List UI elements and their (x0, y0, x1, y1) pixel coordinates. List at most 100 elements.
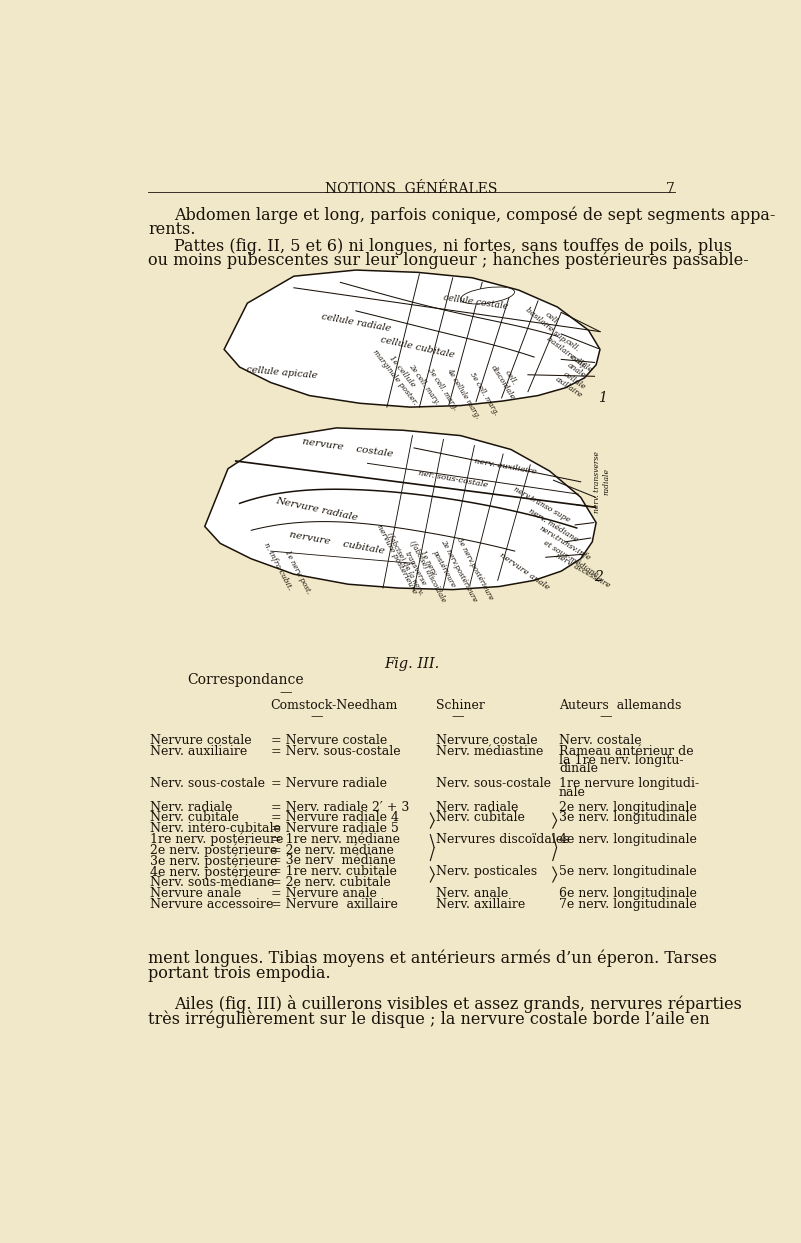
Text: Nerv. radiale: Nerv. radiale (437, 800, 519, 814)
Text: Nerv. sous-médiane: Nerv. sous-médiane (150, 876, 274, 889)
Text: 2: 2 (594, 569, 603, 583)
Text: cellule costale: cellule costale (443, 292, 509, 311)
Text: Nerv. auxiliaire: Nerv. auxiliaire (150, 745, 247, 758)
Text: 1: 1 (598, 390, 607, 405)
Text: 1e nerv. post.: 1e nerv. post. (283, 549, 312, 595)
Text: cellule
anale: cellule anale (564, 353, 594, 382)
Text: ou moins pubescentes sur leur longueur ; hanches postérieures passable-: ou moins pubescentes sur leur longueur ;… (148, 251, 749, 268)
Text: 4e nerv. postérieure: 4e nerv. postérieure (150, 865, 277, 879)
Text: nale: nale (559, 786, 586, 799)
Text: Nerv. radiale: Nerv. radiale (150, 800, 232, 814)
Text: 4e nerv. longitudinale: 4e nerv. longitudinale (559, 833, 697, 846)
Text: Nerv. intéro-cubitale: Nerv. intéro-cubitale (150, 822, 280, 835)
Text: = 2e nerv. cubitale: = 2e nerv. cubitale (271, 876, 390, 889)
Text: la 1re nerv. longitu-: la 1re nerv. longitu- (559, 753, 683, 767)
Text: Abdomen large et long, parfois conique, composé de sept segments appa-: Abdomen large et long, parfois conique, … (174, 206, 775, 225)
Text: = 1re nerv. cubitale: = 1re nerv. cubitale (271, 865, 396, 879)
Text: = Nerv. radiale 2′ + 3: = Nerv. radiale 2′ + 3 (271, 800, 409, 814)
Text: Nervure accessoire: Nervure accessoire (150, 897, 273, 911)
Text: —: — (599, 710, 612, 722)
Text: = Nervure radiale: = Nervure radiale (271, 777, 387, 789)
Text: rents.: rents. (148, 221, 195, 237)
Text: nerv. accessoire: nerv. accessoire (554, 552, 612, 590)
Text: 7e nerv. longitudinale: 7e nerv. longitudinale (559, 897, 697, 911)
Text: cell.
discoïdale: cell. discoïdale (489, 359, 525, 401)
Text: nervure    costale: nervure costale (302, 438, 394, 459)
Text: 3e cell. marg.: 3e cell. marg. (426, 367, 459, 411)
Text: Nerv. cubitale: Nerv. cubitale (150, 812, 239, 824)
Text: Nerv. cubitale: Nerv. cubitale (437, 812, 525, 824)
Text: n. infra-cubit.: n. infra-cubit. (263, 542, 294, 592)
Text: 7: 7 (666, 181, 675, 195)
Text: cellule apicale: cellule apicale (247, 365, 318, 380)
Text: nerv. auxiliaire: nerv. auxiliaire (473, 457, 537, 476)
Ellipse shape (461, 287, 514, 305)
Text: Nerv. costale: Nerv. costale (559, 735, 642, 747)
Text: 2e nerv. longitudinale: 2e nerv. longitudinale (559, 800, 697, 814)
Text: = Nervure radiale 5: = Nervure radiale 5 (271, 822, 399, 835)
Text: cellule
axillaire: cellule axillaire (553, 368, 589, 400)
Text: = 1re nerv. médiane: = 1re nerv. médiane (271, 833, 400, 846)
Text: (fabcise) de la nerv.: (fabcise) de la nerv. (384, 531, 425, 597)
Text: dinale: dinale (559, 762, 598, 776)
Text: Nervures discoïdales: Nervures discoïdales (437, 833, 570, 846)
Text: 3e nerv. longitudinale: 3e nerv. longitudinale (559, 812, 697, 824)
Text: = 2e nerv. médiane: = 2e nerv. médiane (271, 844, 393, 856)
Text: Comstock-Needham: Comstock-Needham (271, 699, 398, 712)
Text: nervure    cubitale: nervure cubitale (288, 531, 384, 556)
Text: = Nervure  axillaire: = Nervure axillaire (271, 897, 397, 911)
Text: et sous-médiane: et sous-médiane (541, 538, 599, 579)
Polygon shape (205, 428, 596, 589)
Text: portant trois empodia.: portant trois empodia. (148, 966, 331, 982)
Text: ment longues. Tibias moyens et antérieurs armés d’un éperon. Tarses: ment longues. Tibias moyens et antérieur… (148, 950, 717, 967)
Text: cellule radiale: cellule radiale (320, 312, 392, 333)
Text: cell.
basilaire sup.: cell. basilaire sup. (525, 300, 575, 346)
Text: 6e nerv. longitudinale: 6e nerv. longitudinale (559, 886, 697, 900)
Text: nervure anale: nervure anale (497, 551, 550, 592)
Text: 3e nerv.postérieure: 3e nerv.postérieure (455, 536, 494, 602)
Text: Nervure radiale: Nervure radiale (276, 496, 359, 522)
Text: 2e nerv. postérieure: 2e nerv. postérieure (150, 844, 277, 858)
Text: 1e nerv.: 1e nerv. (418, 549, 438, 578)
Text: postérieure: postérieure (430, 548, 457, 589)
Text: cell.
basilaire inf.: cell. basilaire inf. (545, 328, 594, 370)
Text: Nerv. sous-costale: Nerv. sous-costale (437, 777, 551, 789)
Text: (fabcise) discoïdale: (fabcise) discoïdale (409, 539, 448, 603)
Text: nervure postérieure: nervure postérieure (376, 523, 419, 595)
Text: 1e cellule
marginale poster.: 1e cellule marginale poster. (371, 343, 426, 406)
Text: Pattes (fig. II, 5 et 6) ni longues, ni fortes, sans touffes de poils, plus: Pattes (fig. II, 5 et 6) ni longues, ni … (174, 237, 732, 255)
Text: 5e nerv. longitudinale: 5e nerv. longitudinale (559, 865, 697, 879)
Text: Nerv. posticales: Nerv. posticales (437, 865, 537, 879)
Text: 1re nerv. postérieure: 1re nerv. postérieure (150, 833, 283, 846)
Text: Nervure anale: Nervure anale (150, 886, 241, 900)
Text: 2e nerv.postérieure: 2e nerv.postérieure (439, 538, 479, 604)
Text: Nerv. sous-costale: Nerv. sous-costale (150, 777, 264, 789)
Text: = Nervure radiale 4: = Nervure radiale 4 (271, 812, 399, 824)
Text: 5e cell. marg.: 5e cell. marg. (468, 372, 500, 416)
Text: Fig. III.: Fig. III. (384, 658, 439, 671)
Text: Auteurs  allemands: Auteurs allemands (559, 699, 682, 712)
Text: 3e nerv. postérieure: 3e nerv. postérieure (150, 854, 277, 868)
Text: = 3e nerv  médiane: = 3e nerv médiane (271, 854, 395, 868)
Text: = Nervure anale: = Nervure anale (271, 886, 376, 900)
Text: Correspondance: Correspondance (187, 672, 304, 687)
Text: nerv.transv.infe: nerv.transv.infe (538, 525, 593, 563)
Text: très irrégulièrement sur le disque ; la nervure costale borde l’aile en: très irrégulièrement sur le disque ; la … (148, 1011, 710, 1028)
Text: 2e cell. mary.: 2e cell. mary. (407, 362, 441, 405)
Text: Schiner: Schiner (437, 699, 485, 712)
Text: transverse: transverse (403, 551, 428, 588)
Text: Nerv. anale: Nerv. anale (437, 886, 509, 900)
Text: nerv. transverse
radiale: nerv. transverse radiale (593, 451, 610, 513)
Text: Rameau antérieur de: Rameau antérieur de (559, 745, 694, 758)
Polygon shape (224, 270, 600, 408)
Text: —: — (452, 710, 465, 722)
Text: —: — (311, 710, 324, 722)
Text: Nervure costale: Nervure costale (150, 735, 252, 747)
Text: —: — (280, 686, 292, 700)
Text: 1re nervure longitudi-: 1re nervure longitudi- (559, 777, 699, 789)
Text: nerv.transo supe: nerv.transo supe (512, 486, 572, 525)
Text: = Nerv. sous-costale: = Nerv. sous-costale (271, 745, 400, 758)
Text: ner. sous-costale: ner. sous-costale (417, 469, 488, 488)
Text: Nerv. axillaire: Nerv. axillaire (437, 897, 525, 911)
Text: Nerv. médiastine: Nerv. médiastine (437, 745, 544, 758)
